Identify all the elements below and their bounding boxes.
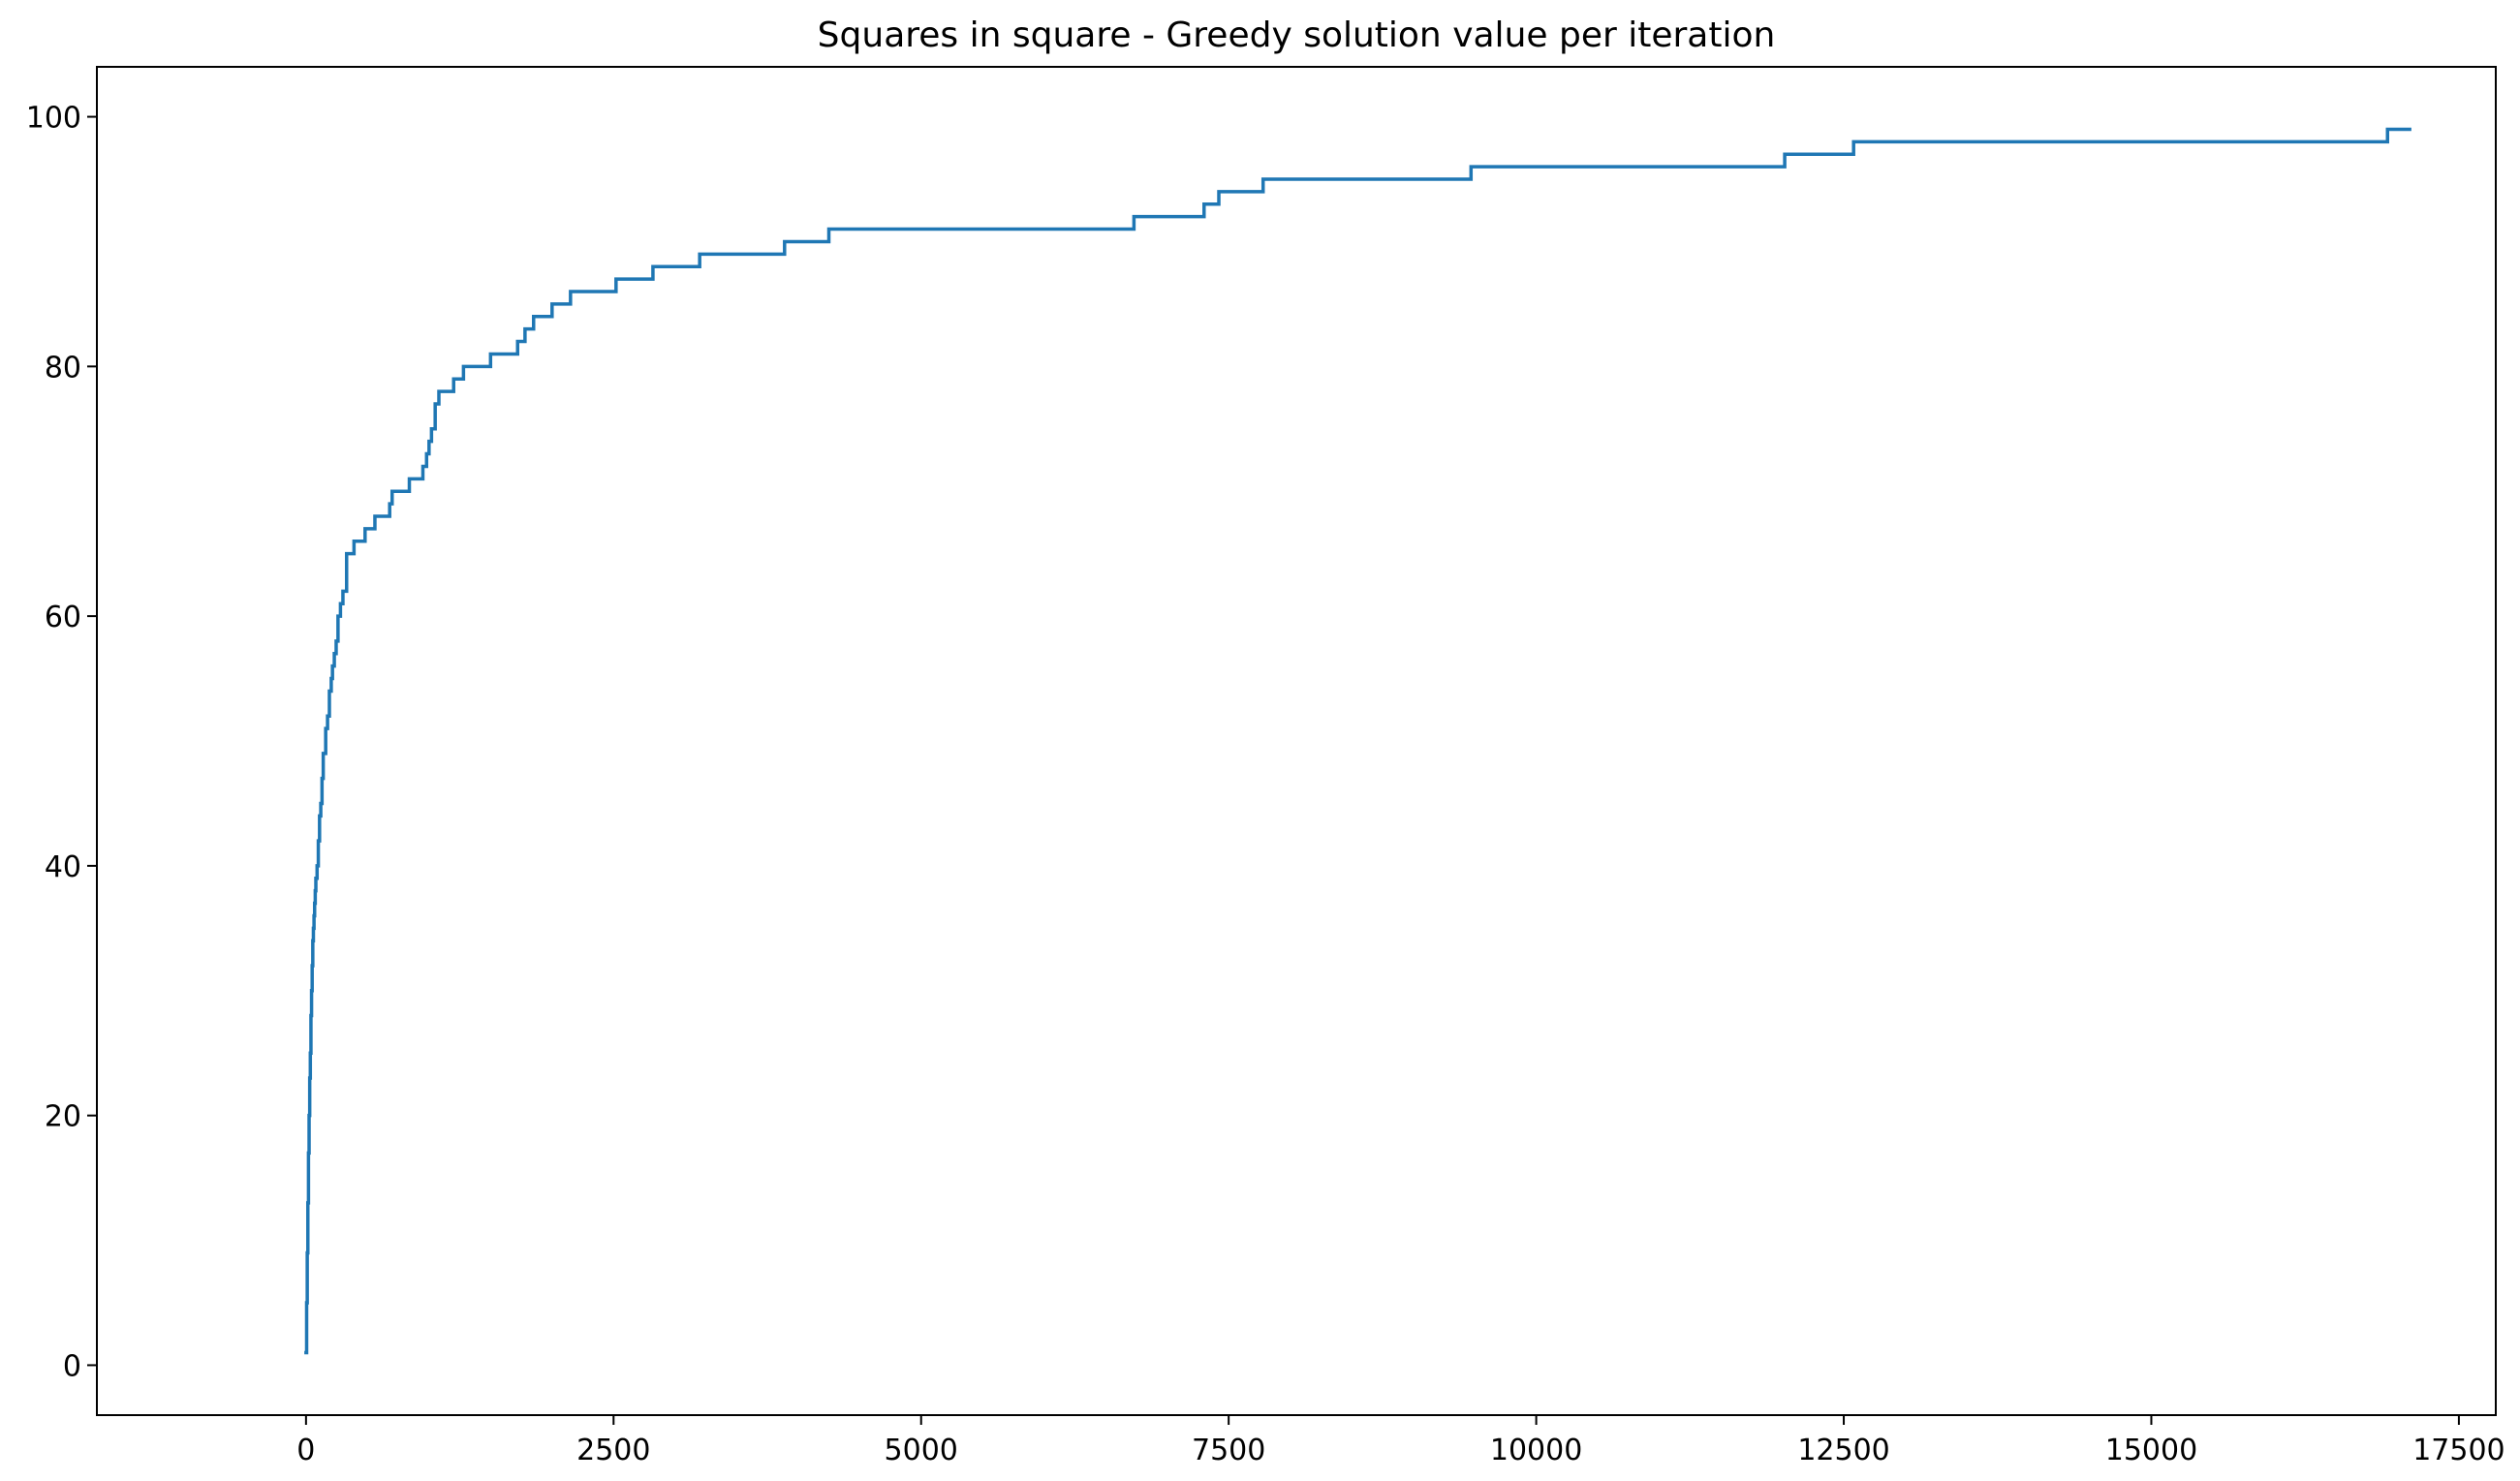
x-tick-label: 12500 xyxy=(1797,1434,1889,1467)
y-tick-label: 40 xyxy=(45,850,81,884)
plot-frame xyxy=(96,66,2497,1416)
x-tick-label: 15000 xyxy=(2105,1434,2197,1467)
series-layer xyxy=(304,127,2411,1355)
y-tick-label: 60 xyxy=(45,601,81,634)
series-line-0 xyxy=(304,127,2411,1355)
x-tick-label: 2500 xyxy=(576,1434,650,1467)
y-tick-label: 20 xyxy=(45,1100,81,1134)
y-axis: 0 20 40 60 80 100 xyxy=(26,102,97,1383)
x-tick-label: 7500 xyxy=(1192,1434,1265,1467)
x-tick-label: 17500 xyxy=(2412,1434,2504,1467)
y-tick-label: 100 xyxy=(26,102,81,136)
y-tick-label: 0 xyxy=(63,1349,81,1383)
x-tick-label: 0 xyxy=(296,1434,315,1467)
x-axis: 0 2500 5000 7500 10000 12500 15000 17500 xyxy=(296,1415,2505,1467)
y-tick-label: 80 xyxy=(45,351,81,385)
x-tick-label: 5000 xyxy=(885,1434,958,1467)
x-tick-label: 10000 xyxy=(1490,1434,1582,1467)
chart-title: Squares in square - Greedy solution valu… xyxy=(818,15,1776,55)
